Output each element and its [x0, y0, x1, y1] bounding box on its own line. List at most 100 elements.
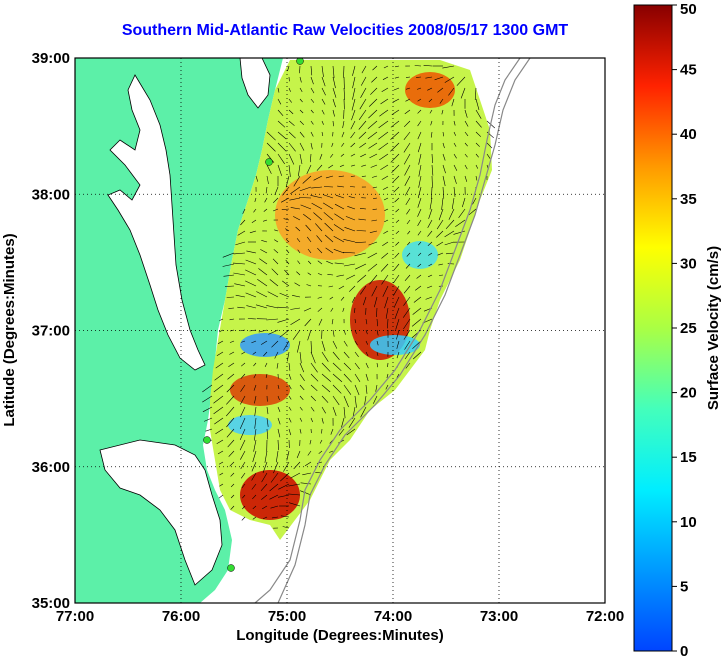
velocity-arrow — [332, 373, 343, 383]
velocity-arrow — [438, 208, 444, 221]
velocity-arrow — [367, 252, 378, 259]
velocity-arrow — [299, 120, 305, 126]
velocity-arrow — [264, 450, 268, 463]
velocity-arrow — [381, 175, 389, 180]
velocity-arrow — [333, 224, 345, 232]
velocity-arrow — [216, 351, 224, 357]
velocity-arrow — [274, 351, 279, 359]
velocity-arrow — [282, 280, 290, 287]
velocity-arrow — [474, 87, 477, 100]
velocity-arrow — [475, 120, 482, 128]
velocity-arrow — [441, 109, 444, 115]
velocity-arrow — [240, 406, 246, 418]
velocity-arrow — [307, 272, 312, 276]
velocity-arrow — [456, 76, 466, 86]
velocity-arrow — [464, 153, 468, 158]
velocity-arrow — [472, 197, 477, 205]
velocity-arrow — [376, 340, 379, 346]
velocity-arrow — [261, 472, 268, 483]
velocity-arrow — [299, 362, 305, 373]
velocity-arrow — [378, 120, 389, 129]
velocity-arrow — [272, 208, 279, 212]
velocity-arrow — [343, 384, 352, 395]
velocity-arrow — [233, 262, 246, 265]
velocity-arrow — [329, 450, 334, 453]
velocity-arrow — [261, 240, 268, 243]
velocity-arrow — [417, 252, 422, 257]
velocity-arrow — [299, 197, 312, 199]
velocity-arrow — [448, 87, 455, 96]
velocity-arrow — [343, 406, 346, 419]
velocity-arrow — [437, 252, 444, 256]
colorbar-tick-label: 45 — [680, 62, 697, 79]
velocity-arrow — [317, 247, 323, 254]
velocity-arrow — [229, 318, 235, 321]
velocity-arrow — [240, 472, 246, 479]
velocity-arrow — [277, 428, 281, 438]
velocity-arrow — [228, 307, 235, 309]
speed-patch-south — [240, 470, 300, 520]
velocity-arrow — [276, 362, 279, 369]
velocity-arrow — [341, 417, 345, 428]
velocity-arrow — [384, 296, 389, 309]
velocity-arrow — [423, 65, 433, 67]
velocity-arrow — [464, 175, 468, 182]
velocity-arrow — [332, 98, 336, 108]
map-title: Southern Mid-Atlantic Raw Velocities 200… — [121, 22, 569, 39]
velocity-arrow — [316, 164, 323, 171]
velocity-arrow — [338, 428, 345, 436]
slow-patch-2 — [370, 335, 420, 355]
velocity-arrow — [287, 65, 290, 72]
velocity-arrow — [310, 142, 313, 150]
velocity-arrow — [317, 307, 323, 312]
velocity-arrow — [343, 351, 350, 359]
velocity-arrow — [394, 252, 400, 258]
velocity-arrow — [262, 461, 268, 474]
velocity-arrow — [289, 197, 301, 201]
velocity-arrow — [305, 224, 312, 232]
velocity-arrow — [442, 142, 445, 149]
velocity-arrow — [382, 241, 389, 247]
velocity-arrows — [202, 65, 496, 529]
velocity-arrow — [263, 219, 268, 222]
velocity-arrow — [285, 228, 290, 232]
velocity-arrow — [428, 252, 433, 256]
velocity-arrow — [269, 483, 279, 492]
velocity-arrow — [253, 439, 257, 452]
velocity-arrow — [347, 206, 356, 210]
velocity-arrow — [280, 197, 290, 203]
velocity-arrow — [404, 175, 411, 186]
velocity-arrow — [403, 120, 411, 128]
velocity-arrow — [394, 197, 400, 203]
velocity-arrow — [350, 153, 356, 157]
velocity-arrow — [292, 295, 301, 298]
velocity-arrow — [374, 296, 378, 308]
velocity-arrow — [216, 439, 224, 445]
velocity-arrow — [406, 252, 411, 257]
velocity-arrow — [462, 197, 466, 208]
velocity-arrow — [266, 428, 269, 440]
velocity-arrow — [343, 65, 345, 78]
velocity-arrow — [337, 185, 345, 188]
velocity-arrow — [299, 98, 303, 103]
velocity-arrow — [254, 197, 257, 202]
velocity-arrow — [416, 274, 422, 279]
velocity-arrow — [391, 109, 400, 115]
velocity-arrow — [296, 271, 301, 276]
velocity-arrow — [373, 395, 378, 404]
velocity-arrow — [365, 351, 369, 357]
velocity-arrow — [371, 219, 378, 222]
velocity-arrow — [380, 263, 389, 272]
velocity-arrow — [310, 153, 312, 163]
velocity-arrow — [382, 186, 389, 190]
velocity-arrow — [264, 197, 268, 203]
velocity-arrow — [475, 142, 480, 147]
velocity-arrow — [240, 384, 246, 392]
velocity-arrow — [355, 241, 367, 243]
velocity-arrow — [451, 197, 455, 210]
velocity-arrow — [426, 285, 433, 289]
colorbar-tick-label: 20 — [680, 385, 697, 402]
velocity-arrow — [310, 195, 323, 199]
velocity-arrow — [417, 197, 422, 208]
